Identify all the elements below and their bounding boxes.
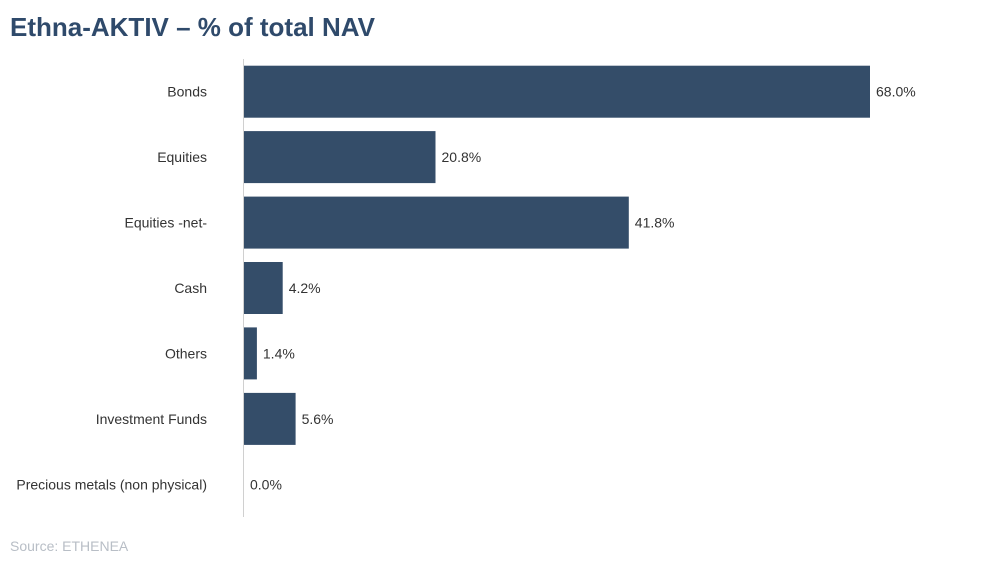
value-label-5: 5.6% <box>302 411 334 427</box>
value-label-3: 4.2% <box>289 280 321 296</box>
category-label-1: Equities <box>157 149 207 165</box>
bar-3 <box>244 262 283 314</box>
bar-0 <box>244 65 870 118</box>
chart-title: Ethna-AKTIV – % of total NAV <box>10 12 375 42</box>
value-label-6: 0.0% <box>250 476 282 492</box>
category-label-2: Equities -net- <box>125 215 208 231</box>
value-label-4: 1.4% <box>263 345 295 361</box>
bar-2 <box>244 196 629 249</box>
category-label-3: Cash <box>174 280 207 296</box>
value-label-1: 20.8% <box>442 149 482 165</box>
bar-1 <box>244 131 436 184</box>
category-label-5: Investment Funds <box>96 411 207 427</box>
category-label-0: Bonds <box>167 84 207 100</box>
category-label-6: Precious metals (non physical) <box>16 476 207 492</box>
bars-group: Bonds 68.0% Equities 20.8% Equities -net- 41.… <box>16 65 916 492</box>
bar-4 <box>244 327 257 380</box>
bar-5 <box>244 392 296 445</box>
source-note: Source: ETHENEA <box>10 538 129 554</box>
value-label-2: 41.8% <box>635 215 675 231</box>
category-label-4: Others <box>165 345 207 361</box>
value-label-0: 68.0% <box>876 84 916 100</box>
